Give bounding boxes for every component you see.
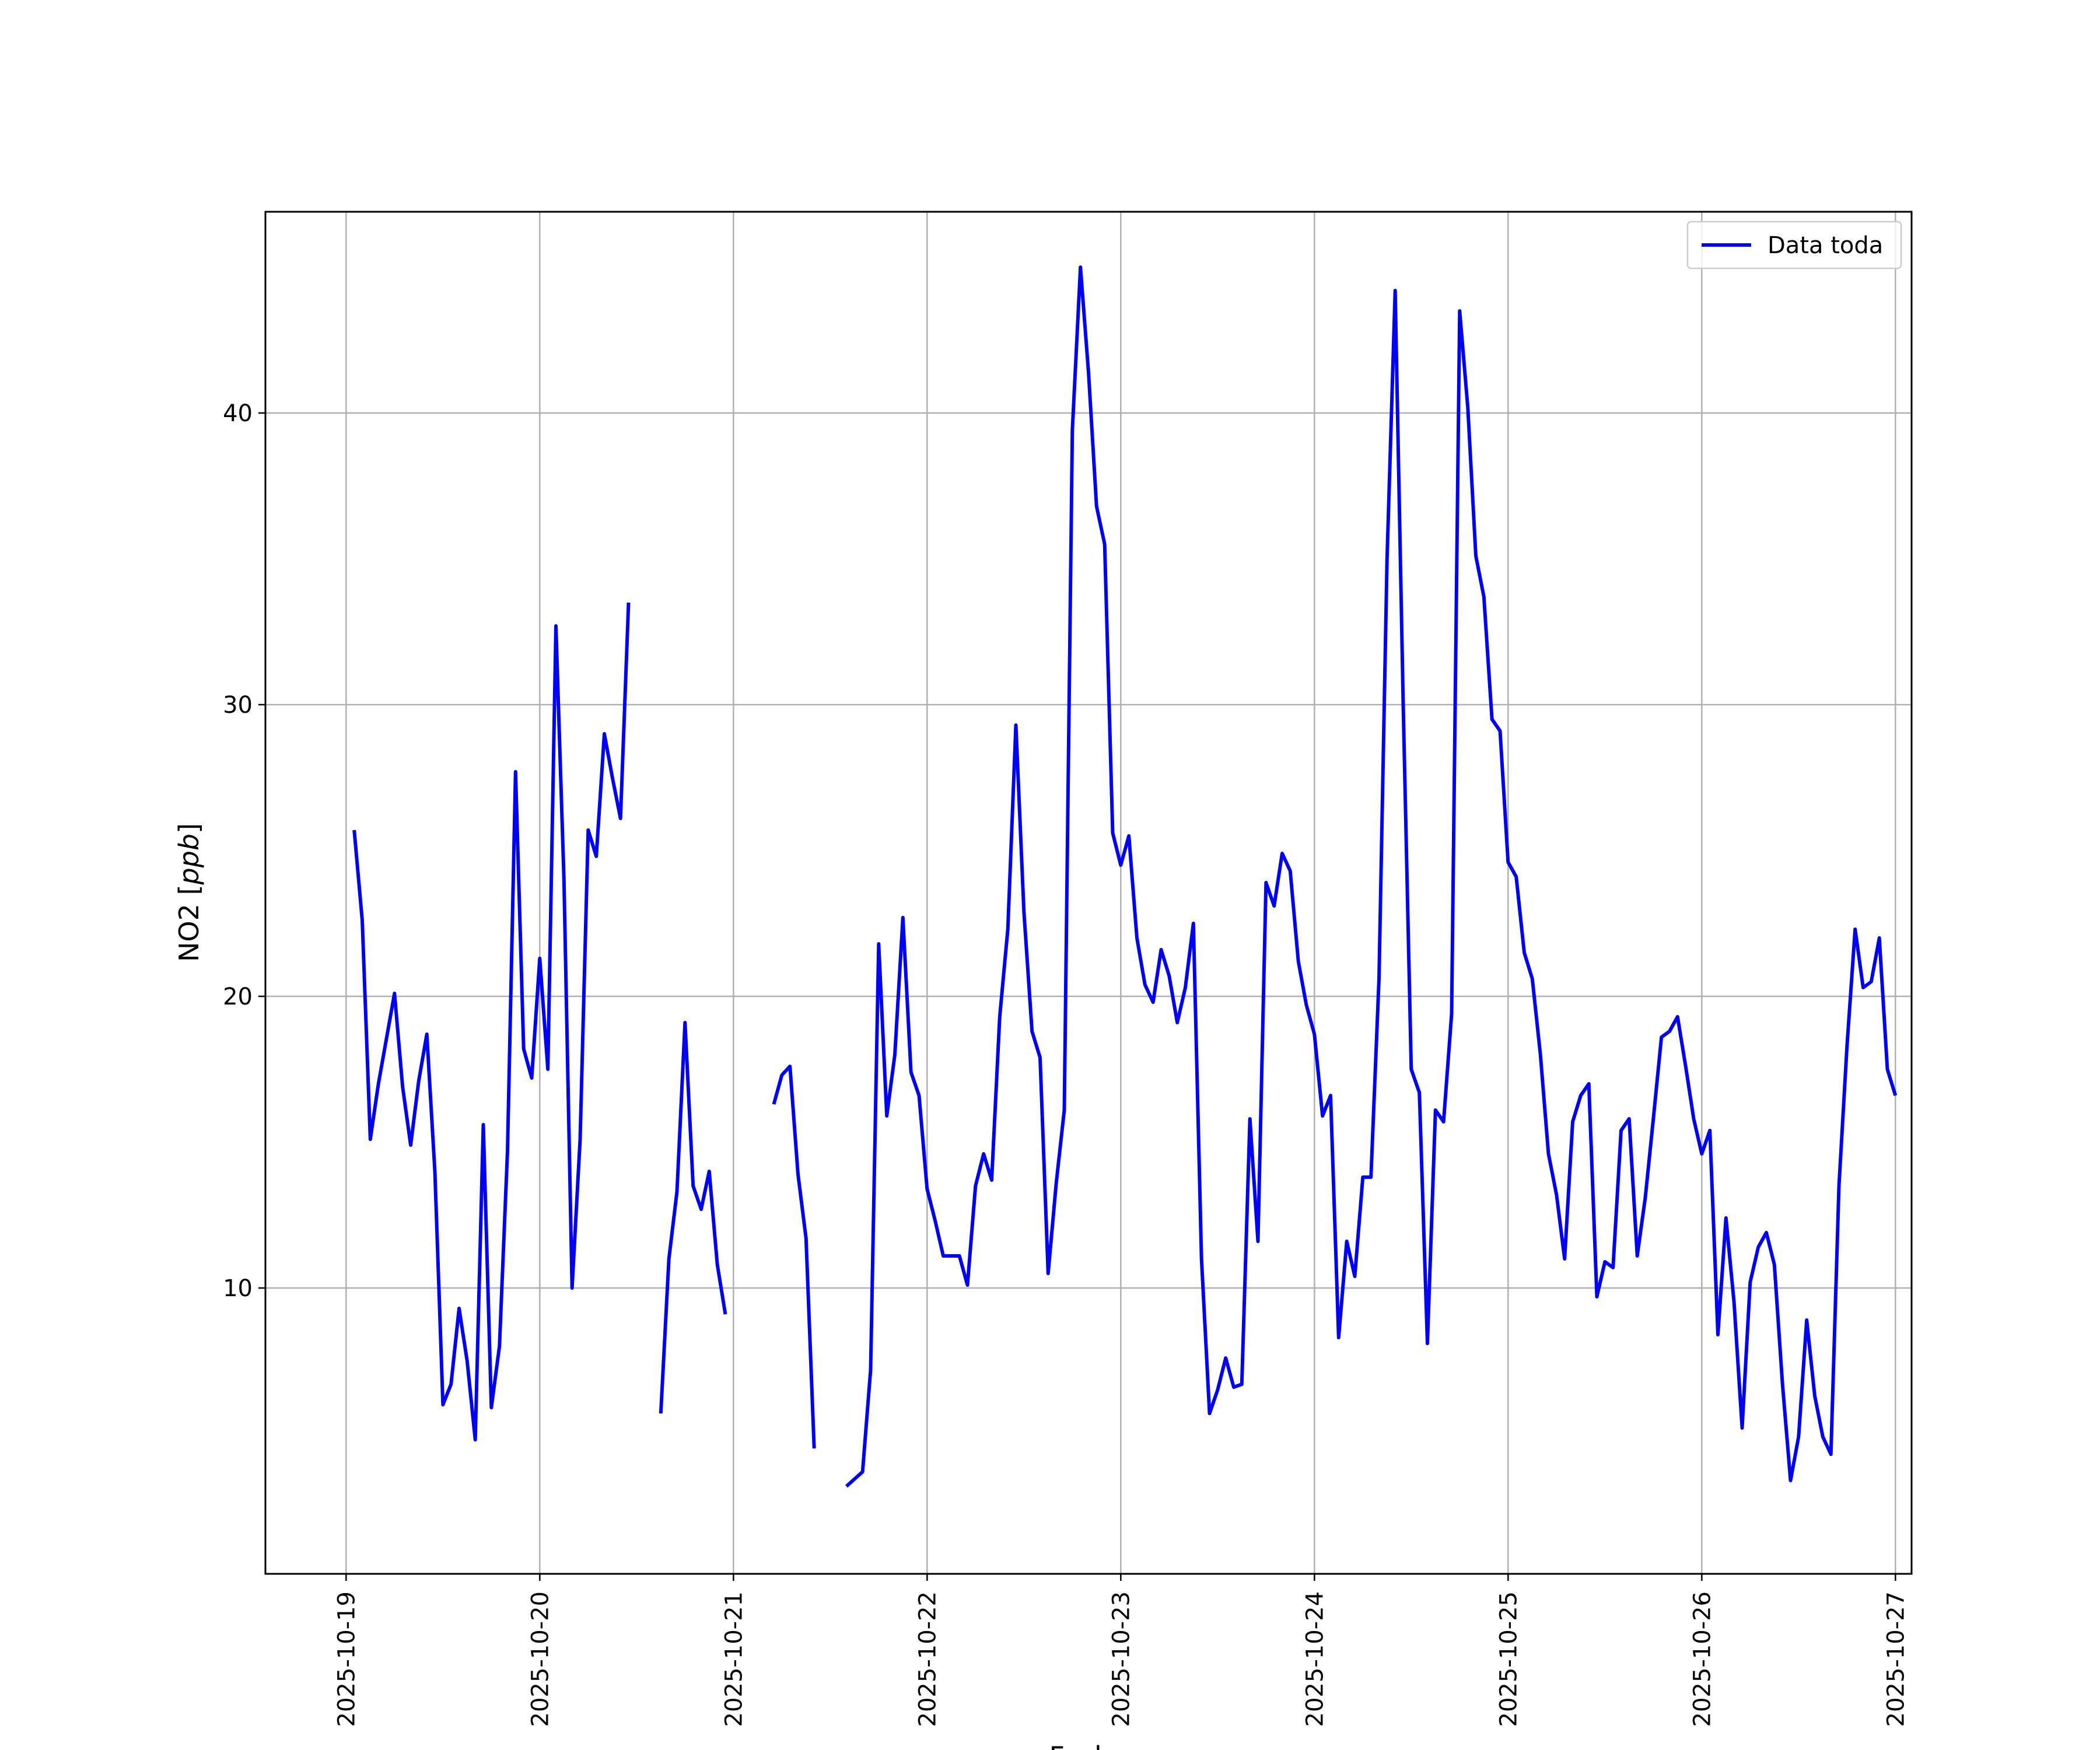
- legend-box: [1686, 220, 1902, 270]
- series-0-segment-3: [845, 265, 1898, 1488]
- y-tick-label-1: 20: [223, 984, 253, 1010]
- series-0-segment-0: [352, 602, 631, 1441]
- x-tick-label-8: 2025-10-27: [1882, 1591, 1909, 1727]
- series-0-segment-2: [772, 1065, 816, 1449]
- legend: Data toda: [1686, 220, 1902, 270]
- x-tick-label-7: 2025-10-26: [1689, 1591, 1716, 1727]
- y-axis-label: NO2 [ppb]: [173, 823, 205, 962]
- y-tick-label-2: 30: [223, 692, 253, 719]
- x-tick-label-6: 2025-10-25: [1495, 1591, 1522, 1727]
- x-axis-ticks: 2025-10-19 2025-10-20 2025-10-21 2025-10-22…: [333, 1574, 1909, 1727]
- x-tick-label-4: 2025-10-23: [1108, 1591, 1135, 1727]
- x-axis-label: Fecha: [1049, 1741, 1128, 1750]
- y-axis-label-unit: ppb: [173, 834, 205, 886]
- y-axis-label-close: ]: [173, 823, 205, 834]
- y-tick-label-3: 40: [223, 400, 253, 427]
- x-tick-label-1: 2025-10-20: [527, 1591, 554, 1727]
- x-tick-label-3: 2025-10-22: [914, 1591, 941, 1727]
- x-tick-label-5: 2025-10-24: [1301, 1591, 1328, 1727]
- x-tick-label-2: 2025-10-21: [720, 1591, 747, 1727]
- plot-frame: [264, 211, 1913, 1575]
- x-grid-lines: [345, 212, 1896, 1574]
- y-axis-label-main: NO2 [: [173, 885, 205, 962]
- legend-label: Data toda: [1768, 232, 1883, 259]
- y-axis-ticks: 10 20 30 40: [223, 400, 265, 1302]
- y-tick-label-0: 10: [223, 1275, 253, 1302]
- x-tick-label-0: 2025-10-19: [333, 1591, 360, 1727]
- series-lines: [352, 265, 1898, 1488]
- series-0-segment-1: [659, 1021, 727, 1414]
- y-grid-lines: [265, 412, 1912, 1289]
